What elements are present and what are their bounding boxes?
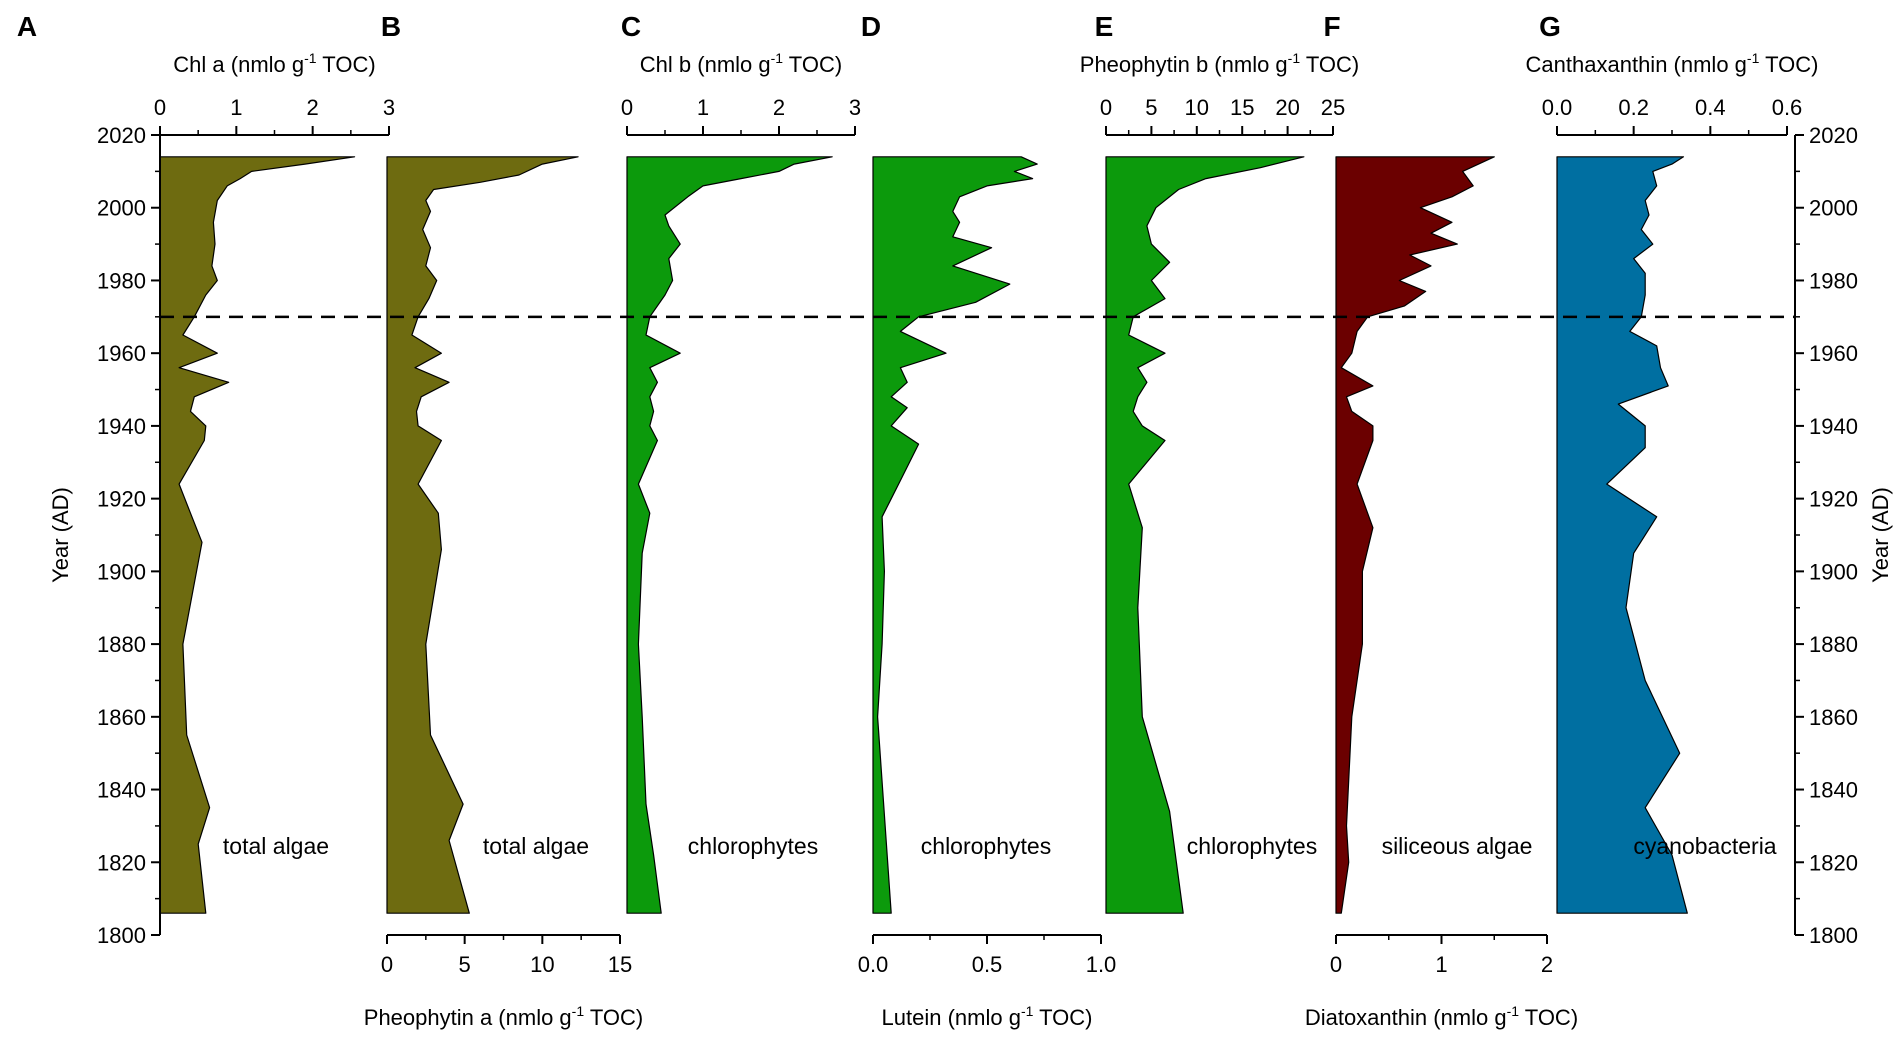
panel-letter-C: C [621,11,641,42]
x-tick-label-F: 2 [1541,952,1553,977]
x-tick-label-E: 0 [1100,95,1112,120]
x-axis-title-F: Diatoxanthin (nmlo g-1 TOC) [1305,1003,1578,1030]
y-tick-label-left: 1880 [97,632,146,657]
x-tick-label-D: 1.0 [1086,952,1117,977]
x-tick-label-E: 10 [1185,95,1209,120]
x-tick-label-C: 0 [621,95,633,120]
area-diatoxanthin [1335,156,1495,914]
x-axis-title-E: Pheophytin b (nmlo g-1 TOC) [1080,50,1359,77]
x-tick-label-G: 0.2 [1618,95,1649,120]
group-label-A: total algae [223,833,329,859]
y-tick-label-left: 1960 [97,341,146,366]
y-tick-label-left: 1980 [97,268,146,293]
area-canthaxanthin [1556,156,1688,914]
x-tick-label-A: 3 [383,95,395,120]
y-axis-title-right: Year (AD) [1868,487,1893,583]
panel-letter-A: A [17,11,37,42]
y-tick-label-right: 1840 [1809,778,1858,803]
x-tick-label-E: 25 [1321,95,1345,120]
x-axis-title-D: Lutein (nmlo g-1 TOC) [882,1003,1093,1030]
x-tick-label-B: 0 [381,952,393,977]
y-tick-label-right: 2020 [1809,123,1858,148]
y-tick-label-right: 1940 [1809,414,1858,439]
x-tick-label-F: 0 [1330,952,1342,977]
panel-letter-F: F [1323,11,1340,42]
x-axis-title-C: Chl b (nmlo g-1 TOC) [640,50,842,77]
x-axis-title-G: Canthaxanthin (nmlo g-1 TOC) [1526,50,1819,77]
panel-letter-D: D [861,11,881,42]
x-tick-label-C: 2 [773,95,785,120]
group-label-F: siliceous algae [1382,833,1533,859]
x-tick-label-G: 0.0 [1542,95,1573,120]
x-axis-title-A: Chl a (nmlo g-1 TOC) [173,50,375,77]
group-label-B: total algae [483,833,589,859]
y-tick-label-right: 1880 [1809,632,1858,657]
x-tick-label-F: 1 [1435,952,1447,977]
y-tick-label-right: 2000 [1809,196,1858,221]
x-axis-title-B: Pheophytin a (nmlo g-1 TOC) [364,1003,643,1030]
y-tick-label-left: 1800 [97,923,146,948]
area-chl-b [626,156,833,914]
y-tick-label-left: 2020 [97,123,146,148]
x-tick-label-A: 2 [307,95,319,120]
y-tick-label-right: 1900 [1809,559,1858,584]
y-tick-label-right: 1920 [1809,487,1858,512]
x-tick-label-B: 10 [530,952,554,977]
area-pheophytin-b [1105,156,1305,914]
x-tick-label-C: 3 [849,95,861,120]
x-tick-label-A: 1 [230,95,242,120]
x-tick-label-E: 20 [1275,95,1299,120]
y-tick-label-right: 1860 [1809,705,1858,730]
y-tick-label-right: 1980 [1809,268,1858,293]
y-tick-label-left: 1860 [97,705,146,730]
group-label-G: cyanobacteria [1633,833,1776,859]
x-tick-label-D: 0.5 [972,952,1003,977]
group-label-C: chlorophytes [688,833,818,859]
x-tick-label-E: 5 [1145,95,1157,120]
y-tick-label-left: 1920 [97,487,146,512]
panel-letter-B: B [381,11,401,42]
y-tick-label-left: 1820 [97,850,146,875]
x-tick-label-G: 0.4 [1695,95,1726,120]
area-chl-a [159,156,356,914]
panel-letter-E: E [1095,11,1114,42]
x-tick-label-B: 15 [608,952,632,977]
y-tick-label-right: 1800 [1809,923,1858,948]
y-tick-label-left: 1840 [97,778,146,803]
x-tick-label-C: 1 [697,95,709,120]
y-axis-title-left: Year (AD) [48,487,73,583]
y-tick-label-left: 2000 [97,196,146,221]
x-tick-label-A: 0 [154,95,166,120]
area-pheophytin-a [386,156,579,914]
y-tick-label-right: 1820 [1809,850,1858,875]
area-lutein [872,156,1038,914]
group-label-E: chlorophytes [1187,833,1317,859]
y-tick-label-left: 1940 [97,414,146,439]
x-tick-label-D: 0.0 [858,952,889,977]
y-tick-label-right: 1960 [1809,341,1858,366]
group-label-D: chlorophytes [921,833,1051,859]
x-tick-label-E: 15 [1230,95,1254,120]
y-tick-label-left: 1900 [97,559,146,584]
x-tick-label-B: 5 [459,952,471,977]
x-tick-label-G: 0.6 [1772,95,1803,120]
panel-letter-G: G [1539,11,1561,42]
